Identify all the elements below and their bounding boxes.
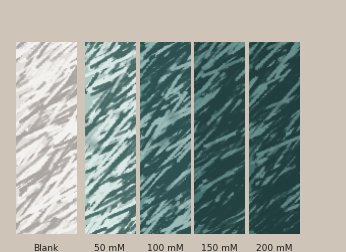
- Text: 100 mM: 100 mM: [147, 244, 183, 252]
- Text: 50 mM: 50 mM: [94, 244, 125, 252]
- Text: 150 mM: 150 mM: [201, 244, 238, 252]
- Text: Blank: Blank: [33, 244, 58, 252]
- Text: 200 mM: 200 mM: [256, 244, 292, 252]
